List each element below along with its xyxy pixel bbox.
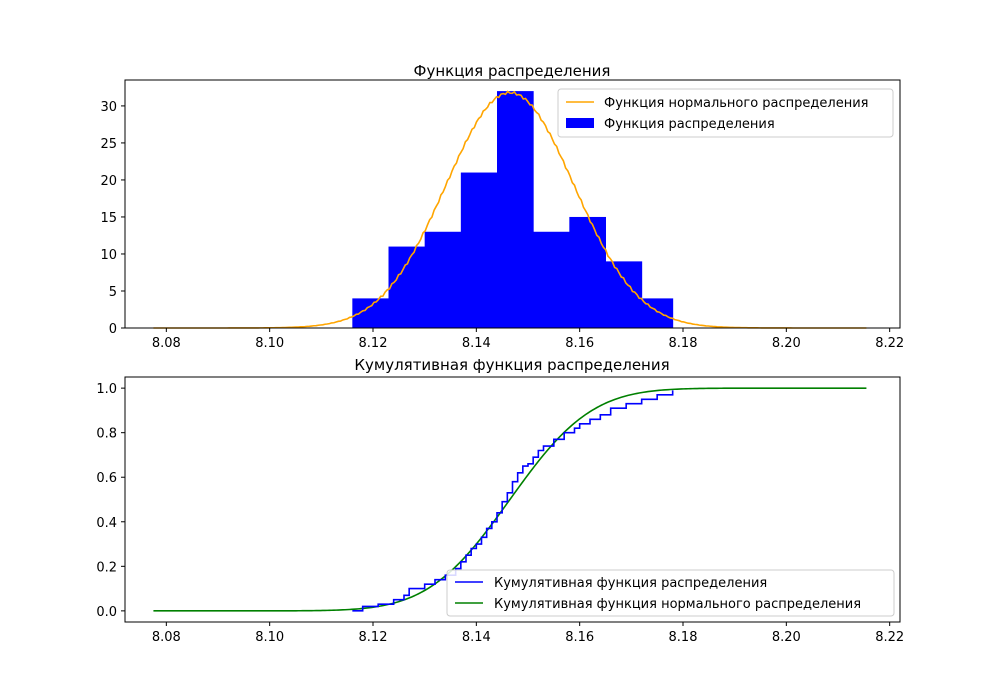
axes-frame-top xyxy=(124,79,901,329)
x-tick-label: 8.20 xyxy=(772,336,801,351)
x-axis-ticks-bottom: 8.08 8.10 8.12 8.14 8.16 8.18 8.20 8.22 xyxy=(152,622,904,645)
x-tick-label: 8.18 xyxy=(669,336,698,351)
y-tick-label: 20 xyxy=(100,174,117,189)
histogram-bar xyxy=(388,246,426,328)
y-tick-label: 0.0 xyxy=(96,605,117,620)
empirical-cdf-line xyxy=(352,390,674,612)
y-tick-label: 30 xyxy=(100,100,117,115)
legend-label-empirical-cdf: Кумулятивная функция распределения xyxy=(494,576,767,591)
y-axis-ticks-bottom: 0.0 0.2 0.4 0.6 0.8 1.0 xyxy=(96,382,125,620)
x-tick-label: 8.14 xyxy=(462,630,491,645)
legend-label-histogram: Функция распределения xyxy=(604,117,775,132)
x-tick-label: 8.18 xyxy=(669,630,698,645)
x-tick-label: 8.10 xyxy=(255,336,284,351)
cumulative-chart: Кумулятивная функция распределения 8.08 8… xyxy=(96,356,904,645)
legend-frame-bottom xyxy=(446,569,895,617)
legend-top: Функция нормального распределения Функци… xyxy=(557,88,894,138)
legend-bottom: Кумулятивная функция распределения Кумул… xyxy=(446,569,895,617)
histogram-bar xyxy=(641,298,674,328)
y-tick-label: 15 xyxy=(100,211,117,226)
y-tick-label: 0.4 xyxy=(96,516,117,531)
legend-swatch-histogram xyxy=(566,118,594,128)
histogram-bar xyxy=(497,91,534,328)
y-tick-label: 5 xyxy=(109,285,117,300)
x-tick-label: 8.10 xyxy=(255,630,284,645)
histogram-bar xyxy=(352,298,389,328)
x-tick-label: 8.16 xyxy=(565,630,594,645)
y-tick-label: 0.6 xyxy=(96,471,117,486)
histogram-bar xyxy=(569,216,606,328)
x-tick-label: 8.14 xyxy=(462,336,491,351)
y-tick-label: 0 xyxy=(109,322,117,337)
x-tick-label: 8.12 xyxy=(359,336,388,351)
x-tick-label: 8.22 xyxy=(875,336,904,351)
x-tick-label: 8.16 xyxy=(565,336,594,351)
chart-title-distribution: Функция распределения xyxy=(414,62,611,80)
legend-label-normal-cdf: Кумулятивная функция нормального распред… xyxy=(494,597,861,612)
y-tick-label: 1.0 xyxy=(96,382,117,397)
histogram-bar xyxy=(460,172,498,328)
normal-cdf-line xyxy=(153,387,867,612)
histogram-bars xyxy=(352,91,674,328)
legend-label-normal: Функция нормального распределения xyxy=(604,96,868,111)
x-tick-label: 8.08 xyxy=(152,336,181,351)
legend-frame-top xyxy=(557,88,894,138)
y-tick-label: 0.2 xyxy=(96,560,117,575)
y-tick-label: 10 xyxy=(100,248,117,263)
x-tick-label: 8.20 xyxy=(772,630,801,645)
distribution-chart: Функция распределения 8.08 8.10 8.12 8.14 8.… xyxy=(100,62,904,351)
histogram-bar xyxy=(424,231,462,328)
chart-title-cumulative: Кумулятивная функция распределения xyxy=(354,356,669,374)
x-tick-label: 8.08 xyxy=(152,630,181,645)
y-axis-ticks-top: 0 5 10 15 20 25 30 xyxy=(100,100,125,337)
y-tick-label: 25 xyxy=(100,137,117,152)
x-axis-ticks-top: 8.08 8.10 8.12 8.14 8.16 8.18 8.20 8.22 xyxy=(152,328,904,351)
histogram-bar xyxy=(533,231,570,328)
x-tick-label: 8.22 xyxy=(875,630,904,645)
axes-frame-bottom xyxy=(124,376,901,623)
x-tick-label: 8.12 xyxy=(359,630,388,645)
y-tick-label: 0.8 xyxy=(96,427,117,442)
